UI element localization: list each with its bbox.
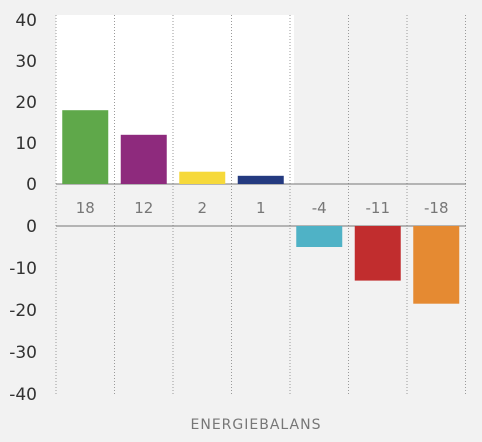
y-tick-label: 0 [26, 175, 37, 195]
y-tick-label: 10 [15, 134, 37, 154]
value-label: -18 [424, 199, 449, 217]
bars [62, 110, 460, 304]
y-tick-label: 40 [15, 11, 37, 31]
bar [296, 226, 343, 247]
value-label-band [56, 184, 466, 226]
bar [354, 226, 401, 281]
bar [413, 226, 460, 304]
bar [179, 171, 226, 184]
bar [120, 134, 167, 184]
gridlines [55, 15, 466, 394]
y-tick-label: 0 [26, 217, 37, 237]
bar [62, 110, 109, 184]
value-label: 1 [256, 199, 266, 217]
value-label: 18 [76, 199, 95, 217]
value-label: 12 [134, 199, 153, 217]
y-tick-label: -20 [9, 301, 37, 321]
y-tick-label: -40 [9, 385, 37, 405]
y-tick-label: 30 [15, 52, 37, 72]
x-axis-title: ENERGIEBALANS [191, 417, 322, 433]
value-label: -11 [366, 199, 391, 217]
y-tick-label: -30 [9, 343, 37, 363]
bar [237, 175, 284, 184]
value-labels: 18 12 2 1 -4 -11 -18 [76, 199, 449, 217]
value-label: -4 [312, 199, 327, 217]
value-label: 2 [197, 199, 207, 217]
y-axis-ticks: 40 30 20 10 0 0 -10 -20 -30 -40 [9, 11, 37, 405]
y-tick-label: -10 [9, 259, 37, 279]
y-tick-label: 20 [15, 93, 37, 113]
